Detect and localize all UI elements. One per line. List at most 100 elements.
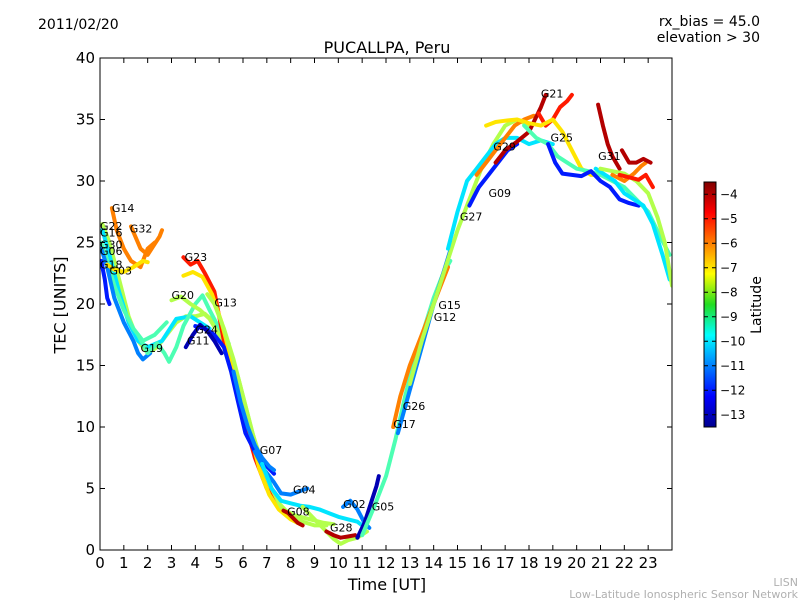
sat-label-g19: G19 [141,342,164,355]
sat-label-g04: G04 [293,483,316,496]
sat-label-g26: G26 [403,400,426,413]
colorbar-tick: −9 [704,310,738,324]
series-trace-g03 [105,258,150,274]
x-tick: 8 [286,58,296,572]
sat-label-g09: G09 [489,187,512,200]
x-tick: 17 [496,58,515,572]
y-tick: 0 [85,541,672,559]
sat-label-g17: G17 [393,418,416,431]
colorbar-tick-label: −4 [720,187,738,201]
x-tick: 10 [329,58,348,572]
colorbar-tick: −7 [704,261,738,275]
colorbar-ticks: −4 −5 −6 −7 −8 −9 −10 −11 −12 −13 [704,187,745,422]
sat-label-g21: G21 [541,87,564,100]
colorbar-tick: −13 [704,408,745,422]
sat-label-g18: G18 [100,258,123,271]
sat-label-g29: G29 [493,140,516,153]
y-tick-label: 0 [85,541,95,559]
footer-network-name: Low-Latitude Ionospheric Sensor Network [569,588,798,601]
sat-label-g14: G14 [112,202,135,215]
sat-label-g20: G20 [172,289,195,302]
x-tick-label: 4 [191,554,201,572]
series-trace-g31g [617,172,655,190]
x-tick: 16 [472,58,491,572]
series-trace-g29 [474,113,536,177]
x-tick: 6 [238,58,248,572]
sat-label-g25: G25 [551,132,574,145]
colorbar-tick-label: −8 [720,285,738,299]
series-trace-g15 [407,117,531,386]
x-tick-label: 7 [262,554,272,572]
x-tick-label: 9 [310,554,320,572]
chart-title: PUCALLPA, Peru [323,38,451,57]
date-label: 2011/02/20 [38,17,119,33]
x-tick: 9 [310,58,320,572]
series-trace-g05 [355,474,381,540]
series-trace-g28b [324,529,357,540]
sat-label-g06: G06 [100,245,123,258]
x-tick: 14 [424,58,443,572]
y-tick-label: 30 [76,172,95,190]
sat-label-g08: G08 [287,506,310,519]
series-trace-g14 [109,206,157,270]
y-tick-label: 20 [76,295,95,313]
x-tick: 22 [615,58,634,572]
x-tick-label: 14 [424,554,443,572]
x-tick-label: 21 [591,554,610,572]
sat-label-g12: G12 [434,311,457,324]
x-tick: 0 [95,58,105,572]
sat-label-g16: G16 [100,226,123,239]
series-trace-g27 [446,135,555,251]
sat-label-g28: G28 [330,522,353,535]
x-tick-label: 20 [567,554,586,572]
x-tick: 7 [262,58,272,572]
y-tick-label: 15 [76,357,95,375]
x-tick-label: 2 [143,554,153,572]
sat-label-g24: G24 [195,324,218,337]
colorbar-tick: −8 [704,285,738,299]
rx-bias-label: rx_bias = 45.0 [658,14,760,30]
x-tick: 20 [567,58,586,572]
colorbar-tick: −5 [704,212,738,226]
x-tick-label: 8 [286,554,296,572]
sat-label-g27: G27 [460,210,483,223]
x-tick-label: 5 [214,554,224,572]
x-tick: 3 [167,58,177,572]
y-tick: 35 [76,111,672,129]
series-layer [100,92,672,546]
x-tick: 19 [543,58,562,572]
x-axis: 0 1 2 3 4 5 6 7 8 9 10 11 12 13 14 15 16 17 18 19 20 21 22 23 [95,58,658,572]
series-trace-g29b [493,92,548,165]
elevation-label: elevation > 30 [656,30,760,46]
series-trace-g18 [100,258,112,306]
series-trace-g32 [129,224,164,257]
y-tick: 15 [76,357,672,375]
sat-label-g02: G02 [343,498,366,511]
y-tick: 5 [85,480,672,498]
series-trace-g31d [598,166,672,288]
x-tick: 23 [639,58,658,572]
x-tick: 12 [376,58,396,572]
x-tick-label: 23 [639,554,658,572]
y-tick: 25 [76,234,672,252]
sat-label-g11: G11 [187,335,210,348]
y-tick-label: 25 [76,234,95,252]
x-tick-label: 3 [167,554,177,572]
x-tick-label: 0 [95,554,105,572]
y-tick-label: 10 [76,418,95,436]
footer-lisn: LISN [773,576,798,589]
x-tick: 4 [191,58,201,572]
series-trace-g08 [281,508,305,528]
series-trace-g11 [183,322,224,356]
x-tick-label: 11 [353,554,372,572]
x-tick: 15 [448,58,467,572]
y-tick: 30 [76,172,672,190]
y-tick-label: 40 [76,49,95,67]
sat-label-g05: G05 [372,501,395,514]
sat-label-g32: G32 [130,223,153,236]
x-tick: 2 [143,58,153,572]
series-trace-g31f [619,148,653,165]
x-tick: 11 [353,58,372,572]
y-tick-label: 5 [85,480,95,498]
sat-label-g15: G15 [438,299,461,312]
